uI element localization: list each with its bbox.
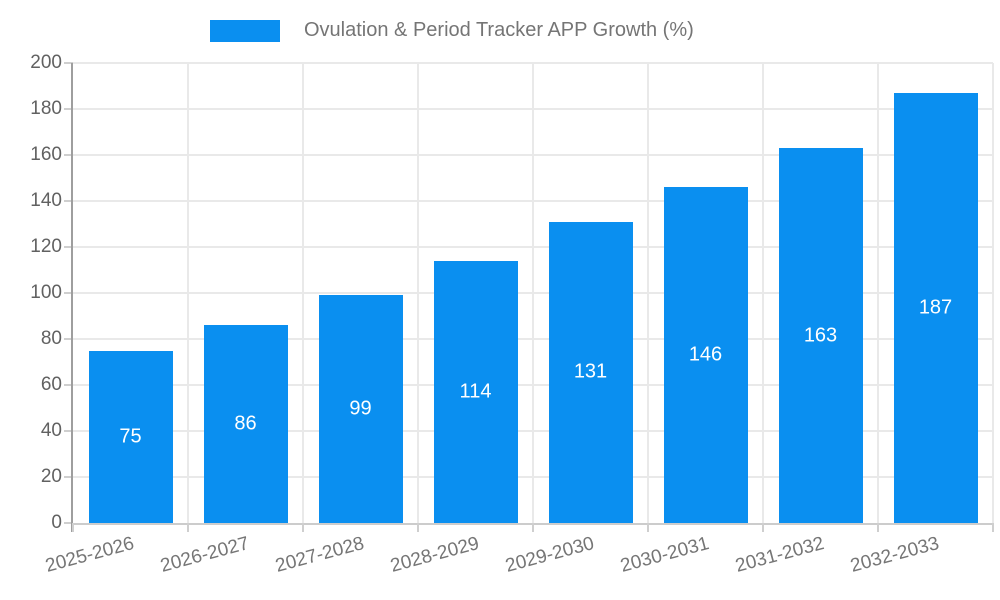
vertical-gridline [877, 63, 879, 523]
x-tick-mark [187, 523, 189, 532]
bar-value-label: 114 [459, 380, 492, 403]
y-tick-mark [64, 154, 73, 156]
bar-value-label: 163 [803, 324, 838, 347]
x-tick-mark [532, 523, 534, 532]
bar[interactable]: 114 [433, 260, 518, 523]
x-tick-mark [992, 523, 994, 532]
bar[interactable]: 163 [778, 148, 863, 523]
y-axis-line [71, 63, 73, 532]
y-tick-mark [64, 430, 73, 432]
y-axis-tick-label: 0 [51, 512, 62, 533]
vertical-gridline [532, 63, 534, 523]
x-tick-mark [302, 523, 304, 532]
y-tick-mark [64, 476, 73, 478]
x-tick-mark [72, 523, 74, 532]
bar[interactable]: 131 [548, 221, 633, 523]
bar[interactable]: 86 [203, 325, 288, 523]
y-axis-tick-label: 60 [40, 374, 62, 395]
x-tick-mark [762, 523, 764, 532]
y-tick-mark [64, 62, 73, 64]
y-tick-mark [64, 246, 73, 248]
y-tick-mark [64, 200, 73, 202]
y-tick-mark [64, 384, 73, 386]
legend-swatch [210, 19, 280, 42]
bar[interactable]: 187 [893, 92, 978, 523]
vertical-gridline [187, 63, 189, 523]
y-tick-mark [64, 108, 73, 110]
y-axis-tick-label: 160 [30, 144, 62, 165]
y-axis-tick-label: 20 [40, 466, 62, 487]
bar-value-label: 146 [688, 343, 723, 366]
vertical-gridline [647, 63, 649, 523]
y-axis-tick-label: 180 [30, 98, 62, 119]
y-tick-mark [64, 292, 73, 294]
y-axis-tick-label: 100 [30, 282, 62, 303]
vertical-gridline [417, 63, 419, 523]
y-axis-tick-label: 140 [30, 190, 62, 211]
vertical-gridline [992, 63, 994, 523]
bar[interactable]: 75 [88, 350, 173, 523]
bar-value-label: 131 [573, 360, 608, 383]
y-tick-mark [64, 338, 73, 340]
vertical-gridline [302, 63, 304, 523]
y-tick-mark [64, 522, 73, 524]
y-axis-tick-label: 200 [30, 52, 62, 73]
bar-value-label: 99 [349, 397, 372, 420]
legend-label: Ovulation & Period Tracker APP Growth (%… [304, 19, 694, 41]
vertical-gridline [762, 63, 764, 523]
bar-value-label: 75 [119, 425, 142, 448]
bar-value-label: 187 [918, 296, 953, 319]
x-tick-mark [647, 523, 649, 532]
y-axis-tick-label: 80 [40, 328, 62, 349]
bar[interactable]: 146 [663, 187, 748, 523]
x-tick-mark [417, 523, 419, 532]
y-axis-tick-label: 120 [30, 236, 62, 257]
x-tick-mark [877, 523, 879, 532]
chart-legend[interactable]: Ovulation & Period Tracker APP Growth (%… [210, 19, 694, 42]
bar[interactable]: 99 [318, 295, 403, 523]
bar-value-label: 86 [234, 412, 257, 435]
y-axis-tick-label: 40 [40, 420, 62, 441]
